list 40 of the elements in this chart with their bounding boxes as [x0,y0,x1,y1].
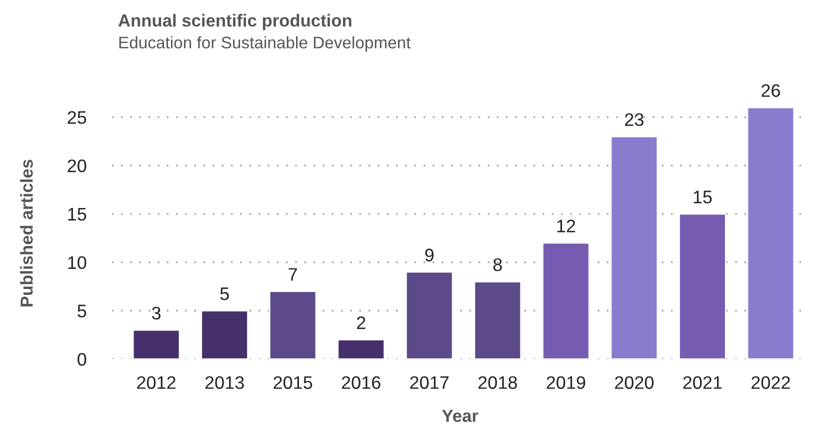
bar [542,242,590,360]
y-tick-label: 0 [78,352,86,366]
x-tick-label: 2022 [752,376,790,389]
x-axis-title: Year [442,410,478,422]
x-tick-label: 2018 [478,376,517,389]
data-label: 15 [694,190,712,204]
y-tick-label: 25 [68,111,86,124]
y-tick-label: 5 [78,304,86,318]
x-tick-label: 2012 [137,376,176,389]
bar [405,271,454,360]
y-tick-label: 15 [68,208,86,221]
data-label: 9 [425,248,434,262]
data-label: 5 [220,288,229,300]
x-tick-label: 2017 [410,376,449,389]
data-label: 8 [493,258,502,272]
y-axis-title: Published articles [20,160,33,306]
data-label: 2 [356,316,366,330]
x-tick-label: 2013 [205,376,244,389]
data-label: 3 [152,306,161,320]
data-label: 12 [557,220,576,232]
bar [132,329,180,360]
data-label: 7 [288,268,297,281]
x-tick-label: 2016 [342,376,380,389]
bar [337,339,386,360]
bar [610,136,658,360]
x-tick-label: 2021 [683,376,722,389]
x-tick-label: 2019 [546,376,586,389]
y-tick-label: 20 [68,159,86,172]
bar [268,290,317,360]
bar [200,310,248,360]
data-label: 26 [762,84,780,97]
bar [746,108,795,360]
x-tick-label: 2015 [274,376,312,389]
bar [474,280,522,360]
bar [678,213,726,360]
chart-title: Annual scientific production [118,14,352,30]
y-tick-label: 10 [68,256,86,270]
data-label: 23 [625,113,644,126]
chart-subtitle: Education for Sustainable Development [119,36,411,52]
x-tick-label: 2020 [615,376,654,389]
